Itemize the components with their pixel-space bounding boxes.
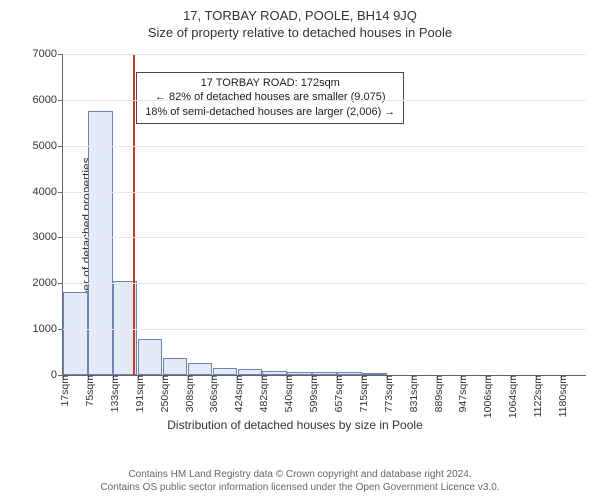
gridline-h (63, 54, 586, 55)
x-tick-label: 1006sqm (478, 375, 494, 418)
x-tick-label: 482sqm (254, 375, 270, 412)
page-title-line1: 17, TORBAY ROAD, POOLE, BH14 9JQ (0, 0, 600, 23)
chart-container: Number of detached properties 17 TORBAY … (0, 46, 600, 434)
x-tick-label: 1122sqm (528, 375, 544, 417)
footer-line2: Contains OS public sector information li… (0, 481, 600, 494)
gridline-h (63, 146, 586, 147)
x-tick-label: 1064sqm (503, 375, 519, 418)
bar (188, 363, 212, 375)
x-tick-label: 831sqm (404, 375, 420, 412)
x-tick-label: 657sqm (329, 375, 345, 412)
x-tick-label: 1180sqm (553, 375, 569, 417)
plot-area: 17 TORBAY ROAD: 172sqm ← 82% of detached… (62, 54, 586, 376)
page-title-line2: Size of property relative to detached ho… (0, 23, 600, 40)
gridline-h (63, 283, 586, 284)
bar (213, 368, 237, 375)
y-tick-mark (58, 329, 63, 330)
annotation-line1: 17 TORBAY ROAD: 172sqm (145, 76, 395, 91)
y-tick-mark (58, 283, 63, 284)
y-tick-mark (58, 54, 63, 55)
x-tick-label: 75sqm (80, 375, 96, 407)
x-tick-label: 191sqm (130, 375, 146, 412)
x-tick-label: 17sqm (55, 375, 71, 407)
x-tick-label: 947sqm (453, 375, 469, 412)
bar (63, 292, 87, 375)
x-tick-label: 308sqm (180, 375, 196, 412)
bar (138, 339, 162, 375)
x-tick-label: 773sqm (379, 375, 395, 412)
gridline-h (63, 329, 586, 330)
bar (163, 358, 187, 375)
bar (88, 111, 112, 375)
y-tick-mark (58, 100, 63, 101)
x-tick-label: 540sqm (279, 375, 295, 412)
annotation-line2: ← 82% of detached houses are smaller (9,… (145, 90, 395, 105)
x-axis-label: Distribution of detached houses by size … (0, 418, 590, 432)
footer-attribution: Contains HM Land Registry data © Crown c… (0, 468, 600, 494)
y-tick-mark (58, 192, 63, 193)
x-tick-label: 424sqm (229, 375, 245, 412)
x-tick-label: 889sqm (429, 375, 445, 412)
x-tick-label: 715sqm (354, 375, 370, 412)
x-tick-label: 366sqm (204, 375, 220, 412)
gridline-h (63, 100, 586, 101)
annotation-box: 17 TORBAY ROAD: 172sqm ← 82% of detached… (136, 72, 404, 125)
footer-line1: Contains HM Land Registry data © Crown c… (0, 468, 600, 481)
y-tick-mark (58, 146, 63, 147)
y-tick-mark (58, 237, 63, 238)
x-tick-label: 599sqm (304, 375, 320, 412)
annotation-line3: 18% of semi-detached houses are larger (… (145, 105, 395, 120)
reference-marker-line (133, 54, 135, 375)
gridline-h (63, 237, 586, 238)
gridline-h (63, 192, 586, 193)
x-tick-label: 133sqm (105, 375, 121, 412)
x-tick-label: 250sqm (155, 375, 171, 412)
